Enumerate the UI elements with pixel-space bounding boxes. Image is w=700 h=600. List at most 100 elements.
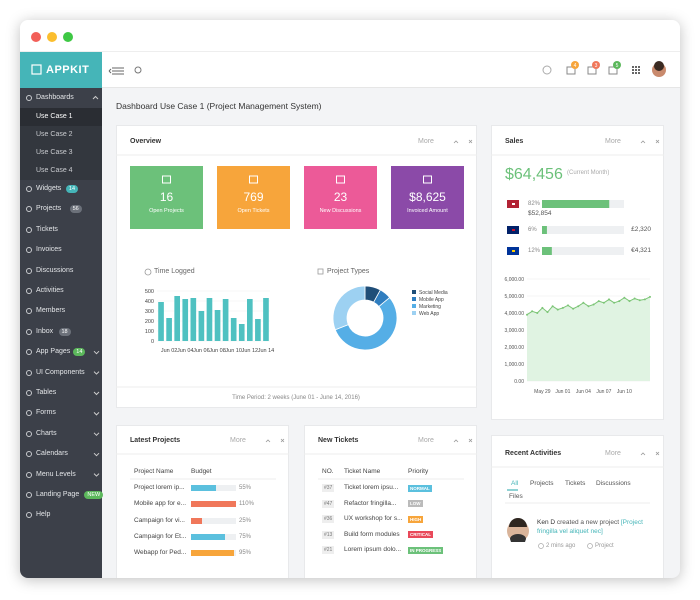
- submenu-item[interactable]: Use Case 2: [36, 131, 73, 138]
- share-track: [542, 247, 624, 255]
- menu-item[interactable]: Menu Levels: [36, 470, 76, 478]
- activity-tab[interactable]: Projects: [530, 480, 554, 487]
- ticket-name[interactable]: Ticket lorem ipsu...: [344, 484, 399, 491]
- submenu-item[interactable]: Use Case 3: [36, 149, 73, 156]
- browser-window: APPKIT Dashboards Use Case 1 Use Case 2 Use …: [20, 20, 680, 578]
- menu-item[interactable]: Calendars: [36, 450, 68, 458]
- menu-item[interactable]: Tables: [36, 389, 57, 396]
- window-button[interactable]: [31, 32, 41, 42]
- budget-label: 75%: [239, 533, 252, 540]
- sales-total-note: (Current Month): [567, 170, 610, 176]
- title-bar: [20, 20, 680, 52]
- share-track: [542, 226, 624, 234]
- menu-item[interactable]: Activities: [36, 287, 64, 294]
- ticket-name[interactable]: Refactor fringilla...: [344, 499, 397, 507]
- menu-item[interactable]: Inbox: [36, 327, 54, 335]
- menu-item[interactable]: Invoices: [36, 246, 62, 254]
- menu-item[interactable]: Tickets: [36, 225, 58, 233]
- window-button[interactable]: [47, 32, 57, 42]
- budget-track: [191, 485, 236, 491]
- menu-item[interactable]: Widgets: [36, 185, 62, 192]
- menu-icon: [26, 206, 32, 213]
- menu-item[interactable]: Landing Page: [36, 491, 80, 498]
- menu-item[interactable]: Forms: [36, 409, 56, 417]
- share-label: 12%: [528, 248, 541, 254]
- menu-badge: 14: [73, 348, 86, 357]
- project-name[interactable]: Mobile app for e...: [134, 500, 187, 508]
- budget-label: 25%: [239, 517, 252, 524]
- menu-item[interactable]: Dashboards: [36, 94, 74, 101]
- menu-icon: [26, 451, 32, 458]
- panel-more[interactable]: More: [418, 138, 434, 145]
- menu-icon: [26, 471, 32, 478]
- sales-amount: €4,321: [631, 247, 651, 254]
- window-button[interactable]: [63, 32, 73, 42]
- menu-badge: 14: [65, 185, 79, 193]
- card-value: 23: [333, 190, 348, 204]
- project-name[interactable]: Campaign for Et...: [134, 532, 187, 540]
- menu-item[interactable]: Members: [36, 307, 66, 315]
- activity-tab[interactable]: Tickets: [565, 480, 586, 487]
- menu-icon: [26, 349, 32, 356]
- recent-activities-title: Recent Activities: [505, 450, 562, 457]
- card-label: Open Projects: [149, 208, 184, 214]
- panel-more[interactable]: More: [605, 450, 621, 457]
- menu-icon: [26, 95, 32, 101]
- submenu-item[interactable]: Use Case 4: [36, 167, 73, 174]
- budget-track: [191, 550, 236, 557]
- project-name[interactable]: Project lorem ip...: [134, 484, 185, 491]
- card-label: Invoiced Amount: [407, 208, 448, 214]
- card-value: 16: [159, 190, 174, 204]
- priority-badge: LOW: [408, 500, 423, 507]
- panel-more[interactable]: More: [418, 437, 434, 444]
- budget-bar: [191, 485, 216, 491]
- menu-item[interactable]: Charts: [36, 429, 57, 437]
- share-label: 6%: [528, 227, 537, 233]
- menu-item[interactable]: App Pages: [36, 348, 71, 356]
- priority-badge: IN PROGRESS: [408, 546, 444, 554]
- latest-projects-title: Latest Projects: [130, 437, 181, 444]
- activity-tag: Project: [595, 543, 614, 549]
- project-name[interactable]: Campaign for vi...: [134, 516, 185, 524]
- menu-item[interactable]: Help: [36, 511, 51, 519]
- menu-icon: [26, 267, 32, 274]
- menu-icon: [26, 512, 32, 519]
- activity-link[interactable]: [Project fringilla vel aliquet nec]: [537, 519, 643, 535]
- budget-bar: [191, 533, 225, 540]
- budget-track: [191, 501, 236, 508]
- budget-bar: [191, 550, 234, 557]
- budget-label: 110%: [239, 501, 254, 508]
- project-name[interactable]: Webapp for Ped...: [134, 549, 187, 557]
- priority-badge: CRITICAL: [408, 531, 433, 538]
- budget-label: 55%: [239, 485, 252, 491]
- sales-total: $64,456: [505, 166, 563, 183]
- submenu-item[interactable]: Use Case 1: [36, 113, 73, 120]
- menu-icon: [26, 308, 32, 315]
- menu-item[interactable]: Projects: [36, 205, 62, 213]
- menu-item[interactable]: UI Components: [36, 368, 85, 376]
- menu-icon: [26, 390, 32, 396]
- priority-badge: NORMAL: [408, 484, 432, 492]
- card-label: New Discussions: [319, 208, 362, 214]
- activity-tab[interactable]: Discussions: [596, 480, 631, 487]
- activity-tab[interactable]: Files: [509, 493, 523, 500]
- activity-tab[interactable]: All: [511, 480, 519, 487]
- budget-track: [191, 533, 236, 540]
- menu-icon: [26, 369, 32, 376]
- ticket-name[interactable]: UX workshop for s...: [344, 515, 403, 522]
- ticket-name[interactable]: Build form modules: [344, 530, 400, 538]
- panel-more[interactable]: More: [605, 138, 621, 145]
- new-tickets-title: New Tickets: [318, 437, 359, 444]
- card-label: Open Tickets: [237, 208, 270, 214]
- submenu-bg: [20, 144, 102, 162]
- share-label: 82%: [528, 201, 541, 207]
- priority-badge: HIGH: [408, 515, 424, 523]
- budget-label: 95%: [239, 550, 252, 557]
- panel-more[interactable]: More: [230, 437, 246, 444]
- menu-item[interactable]: Discussions: [36, 266, 74, 274]
- column-header: Ticket Name: [344, 468, 381, 475]
- ticket-name[interactable]: Lorem ipsum dolo...: [344, 546, 402, 553]
- sales-title: Sales: [505, 138, 524, 145]
- ticket-no: #47: [322, 499, 335, 508]
